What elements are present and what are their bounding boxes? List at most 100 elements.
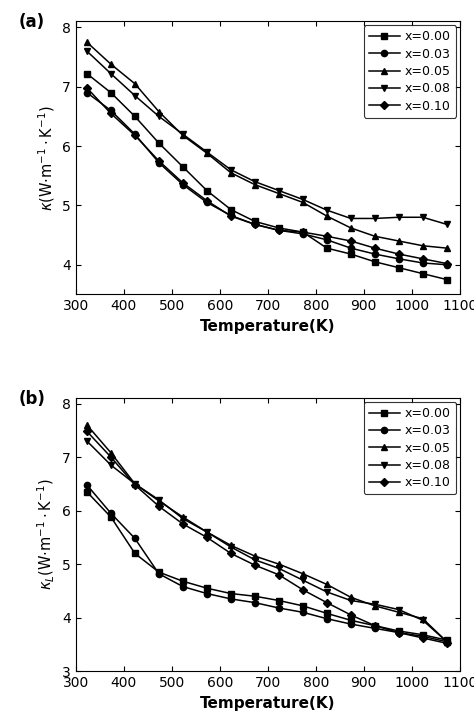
x=0.00 <box>348 616 354 625</box>
x=0.08 <box>252 555 258 564</box>
x=0.10 <box>444 639 450 648</box>
x=0.03 <box>372 624 378 633</box>
x=0.00 <box>444 276 450 284</box>
x=0.10 <box>204 196 210 205</box>
x=0.08 <box>204 528 210 536</box>
x=0.00 <box>324 609 330 618</box>
x=0.10 <box>444 259 450 268</box>
x=0.08 <box>348 596 354 605</box>
x=0.08 <box>300 195 306 203</box>
x=0.05 <box>444 638 450 646</box>
x=0.05 <box>228 169 234 177</box>
x=0.03 <box>444 638 450 646</box>
x=0.03 <box>108 509 114 518</box>
x=0.05 <box>396 237 401 246</box>
x=0.10 <box>300 585 306 594</box>
x=0.08 <box>396 605 401 614</box>
x=0.08 <box>372 214 378 223</box>
Line: x=0.08: x=0.08 <box>84 438 450 645</box>
x=0.08 <box>324 206 330 214</box>
x=0.05 <box>396 608 401 617</box>
x=0.05 <box>132 79 138 88</box>
Legend: x=0.00, x=0.03, x=0.05, x=0.08, x=0.10: x=0.00, x=0.03, x=0.05, x=0.08, x=0.10 <box>364 402 456 494</box>
Line: x=0.00: x=0.00 <box>84 71 450 283</box>
x=0.03 <box>180 181 186 189</box>
x=0.03 <box>132 130 138 139</box>
x=0.10 <box>156 156 162 165</box>
x=0.10 <box>396 628 401 637</box>
x=0.05 <box>108 60 114 69</box>
Text: (b): (b) <box>18 390 45 408</box>
x=0.08 <box>156 112 162 121</box>
Line: x=0.03: x=0.03 <box>84 482 450 645</box>
x=0.03 <box>324 615 330 623</box>
X-axis label: Temperature(K): Temperature(K) <box>200 319 336 334</box>
x=0.10 <box>84 84 90 92</box>
x=0.00 <box>300 228 306 236</box>
x=0.00 <box>180 163 186 171</box>
x=0.05 <box>156 107 162 116</box>
x=0.03 <box>276 604 282 613</box>
x=0.03 <box>252 598 258 607</box>
x=0.05 <box>348 223 354 232</box>
x=0.10 <box>420 254 426 263</box>
x=0.05 <box>228 541 234 550</box>
x=0.10 <box>396 250 401 258</box>
x=0.00 <box>252 592 258 600</box>
x=0.03 <box>372 250 378 258</box>
x=0.03 <box>132 534 138 543</box>
x=0.00 <box>228 205 234 213</box>
x=0.00 <box>372 621 378 630</box>
x=0.05 <box>276 560 282 568</box>
Legend: x=0.00, x=0.03, x=0.05, x=0.08, x=0.10: x=0.00, x=0.03, x=0.05, x=0.08, x=0.10 <box>364 25 456 118</box>
x=0.08 <box>420 213 426 221</box>
x=0.05 <box>276 189 282 198</box>
x=0.08 <box>228 166 234 174</box>
x=0.05 <box>420 241 426 250</box>
x=0.03 <box>228 595 234 603</box>
X-axis label: Temperature(K): Temperature(K) <box>200 695 336 710</box>
x=0.00 <box>204 584 210 593</box>
x=0.00 <box>228 589 234 598</box>
x=0.05 <box>300 570 306 578</box>
x=0.10 <box>132 131 138 140</box>
x=0.08 <box>228 543 234 551</box>
x=0.00 <box>276 223 282 232</box>
x=0.08 <box>300 576 306 585</box>
x=0.00 <box>396 627 401 635</box>
x=0.10 <box>180 520 186 528</box>
x=0.00 <box>180 577 186 585</box>
x=0.00 <box>348 250 354 258</box>
x=0.08 <box>420 616 426 625</box>
x=0.10 <box>252 561 258 570</box>
x=0.10 <box>324 598 330 607</box>
x=0.05 <box>300 198 306 207</box>
x=0.03 <box>300 608 306 617</box>
x=0.08 <box>84 437 90 446</box>
x=0.08 <box>372 600 378 608</box>
x=0.00 <box>84 488 90 496</box>
x=0.00 <box>444 636 450 645</box>
x=0.00 <box>84 69 90 78</box>
x=0.10 <box>156 502 162 511</box>
x=0.05 <box>372 602 378 610</box>
x=0.03 <box>84 481 90 489</box>
x=0.03 <box>300 230 306 238</box>
x=0.00 <box>276 596 282 605</box>
x=0.03 <box>84 89 90 97</box>
x=0.10 <box>348 237 354 246</box>
x=0.08 <box>444 638 450 646</box>
x=0.05 <box>84 421 90 429</box>
Line: x=0.10: x=0.10 <box>84 428 450 646</box>
x=0.08 <box>444 220 450 228</box>
x=0.10 <box>204 533 210 542</box>
x=0.10 <box>228 549 234 558</box>
x=0.03 <box>156 570 162 578</box>
Line: x=0.10: x=0.10 <box>84 85 450 267</box>
x=0.05 <box>132 480 138 488</box>
x=0.05 <box>156 497 162 506</box>
x=0.10 <box>132 481 138 489</box>
x=0.08 <box>156 496 162 504</box>
x=0.00 <box>132 112 138 121</box>
x=0.10 <box>300 228 306 236</box>
